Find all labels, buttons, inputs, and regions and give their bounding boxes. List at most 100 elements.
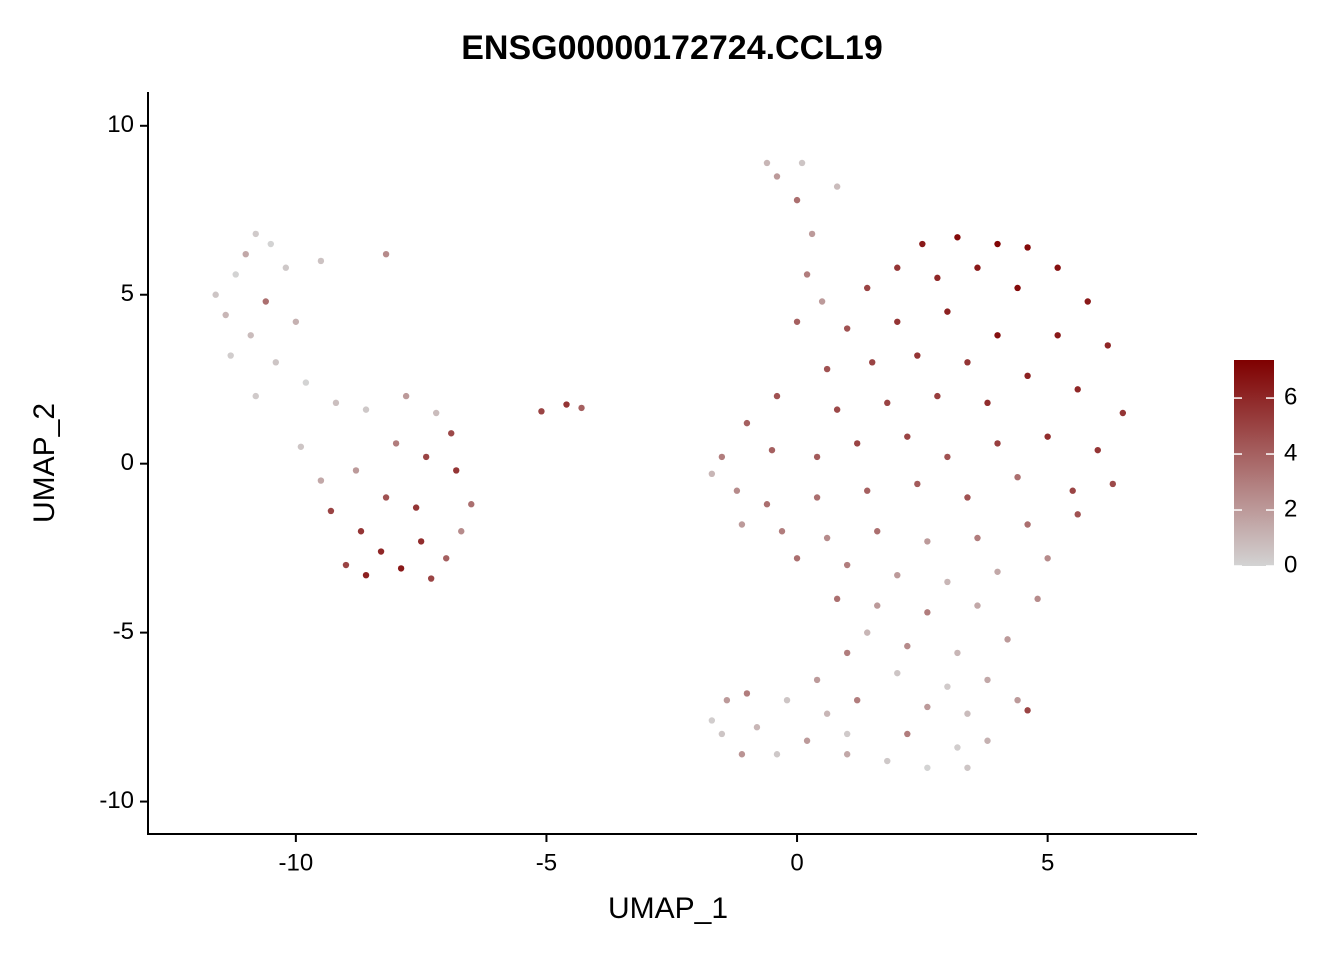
cell-point: [763, 501, 771, 508]
cell-point: [1024, 707, 1031, 714]
cell-point: [924, 703, 931, 711]
cell-point: [894, 318, 901, 325]
cell-point: [397, 565, 405, 572]
color-tick-label: 2: [1284, 495, 1297, 522]
cell-point: [944, 453, 951, 461]
cell-point: [994, 240, 1001, 248]
cell-point: [242, 250, 249, 258]
cell-point: [984, 676, 991, 684]
color-tick-label: 6: [1284, 383, 1297, 410]
x-axis-label: UMAP_1: [608, 892, 728, 925]
cell-point: [964, 764, 971, 771]
cell-point: [247, 332, 254, 339]
cell-point: [352, 467, 360, 474]
y-tick-label: -5: [113, 618, 134, 645]
cell-point: [904, 433, 911, 440]
cell-point: [302, 379, 310, 386]
chart-title: ENSG00000172724.CCL19: [461, 29, 883, 67]
cell-point: [984, 399, 991, 407]
cell-point: [1084, 298, 1091, 305]
cell-point: [843, 561, 851, 569]
cell-point: [924, 609, 931, 616]
cell-point: [884, 399, 891, 407]
cell-point: [708, 717, 716, 724]
cell-point: [964, 710, 971, 717]
cell-point: [362, 406, 370, 413]
cell-point: [843, 730, 851, 738]
cell-point: [944, 308, 951, 315]
cell-point: [272, 359, 280, 366]
y-tick-label: 10: [107, 111, 134, 138]
cell-point: [793, 196, 801, 204]
cell-point: [954, 744, 961, 751]
cell-point: [708, 470, 716, 478]
y-tick-label: 0: [121, 449, 134, 476]
cell-point: [1074, 386, 1081, 393]
cell-point: [984, 737, 991, 744]
cell-point: [342, 561, 350, 569]
cell-point: [793, 318, 801, 325]
cell-point: [718, 730, 726, 738]
x-tick-label: 5: [1041, 849, 1054, 876]
cell-point: [1054, 332, 1061, 339]
color-tick-label: 4: [1284, 439, 1297, 466]
cell-point: [874, 528, 881, 535]
cell-point: [954, 234, 961, 241]
cell-point: [924, 764, 931, 771]
cell-point: [1014, 696, 1021, 704]
cell-point: [773, 751, 781, 758]
cell-point: [934, 274, 941, 282]
cell-point: [884, 757, 891, 765]
cell-point: [974, 602, 981, 609]
cell-point: [222, 311, 229, 319]
cell-point: [1014, 284, 1021, 292]
color-tick-label: 0: [1284, 551, 1297, 578]
cell-point: [282, 264, 290, 271]
cell-point: [357, 528, 365, 535]
cell-point: [994, 332, 1001, 339]
cell-point: [1074, 511, 1081, 518]
cell-point: [252, 230, 259, 238]
cell-point: [904, 730, 911, 738]
y-tick-label: 5: [121, 280, 134, 307]
cell-point: [1044, 555, 1051, 562]
cell-point: [743, 419, 751, 427]
cell-point: [853, 696, 861, 704]
cell-point: [843, 649, 851, 657]
cell-point: [803, 737, 811, 744]
cell-point: [317, 257, 325, 265]
cell-point: [773, 173, 781, 180]
cell-point: [768, 446, 776, 454]
cell-point: [738, 521, 746, 528]
cell-point: [723, 696, 731, 704]
cell-point: [843, 751, 851, 758]
cell-point: [778, 528, 786, 535]
cell-point: [894, 669, 901, 677]
cell-point: [783, 696, 791, 704]
cell-point: [874, 602, 881, 609]
cell-point: [382, 250, 390, 258]
cell-point: [833, 595, 841, 603]
cell-point: [432, 409, 440, 417]
cell-point: [833, 183, 841, 190]
cell-point: [1054, 264, 1061, 271]
cell-point: [402, 392, 410, 400]
cell-point: [944, 578, 951, 586]
cell-point: [212, 291, 219, 298]
cell-point: [1044, 433, 1051, 440]
cell-point: [818, 298, 826, 305]
cell-point: [1069, 487, 1076, 494]
cell-point: [914, 480, 921, 488]
cell-point: [417, 538, 425, 545]
color-bar: [1234, 360, 1274, 566]
cell-point: [919, 240, 926, 248]
cell-point: [924, 538, 931, 545]
cell-point: [864, 629, 871, 636]
cell-point: [994, 440, 1001, 447]
cell-point: [468, 501, 475, 508]
cell-point: [974, 534, 981, 542]
cell-point: [803, 271, 811, 278]
cell-point: [453, 467, 460, 474]
cell-point: [262, 298, 269, 305]
cell-point: [327, 507, 335, 515]
